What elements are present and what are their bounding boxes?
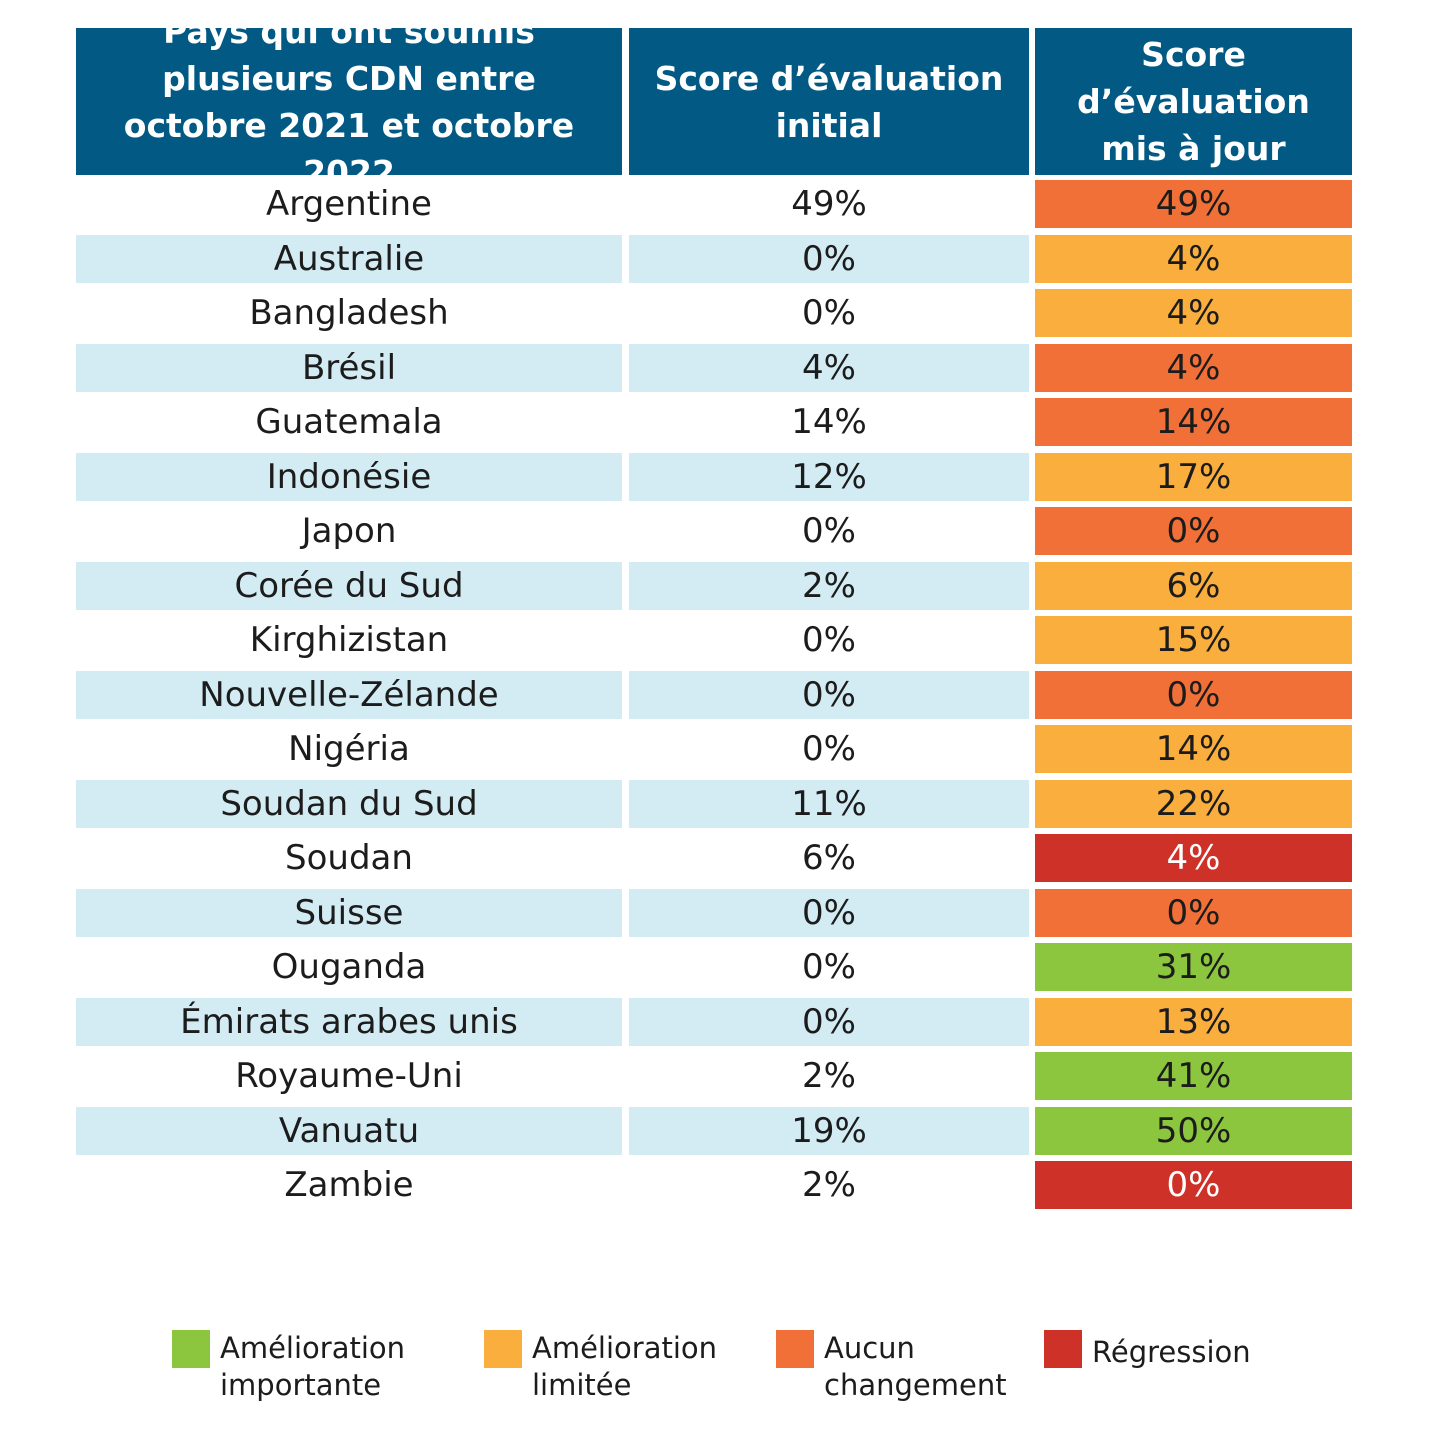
country-cell: Soudan [285, 838, 413, 878]
updated-score-cell: 17% [1035, 453, 1352, 501]
legend-label: Amélioration limitée [532, 1331, 718, 1402]
country-cell: Nigéria [288, 729, 410, 769]
initial-score-cell: 0% [802, 729, 856, 769]
updated-score-cell: 22% [1035, 780, 1352, 828]
updated-score-cell: 15% [1035, 616, 1352, 664]
table-row: Suisse 0% 0% [76, 889, 1352, 937]
table-row: Nigéria 0% 14% [76, 725, 1352, 773]
initial-score-cell: 49% [791, 184, 867, 224]
initial-score-cell: 0% [802, 947, 856, 987]
updated-score-cell: 14% [1035, 725, 1352, 773]
table-row: Ouganda 0% 31% [76, 943, 1352, 991]
country-cell: Corée du Sud [76, 562, 622, 610]
updated-score-cell: 0% [1035, 671, 1352, 719]
initial-score-cell: 0% [629, 889, 1029, 937]
country-cell: Nouvelle-Zélande [76, 671, 622, 719]
country-cell: Japon [301, 511, 397, 551]
country-cell: Zambie [284, 1165, 414, 1205]
country-cell: Kirghizistan [249, 620, 449, 660]
country-cell: Guatemala [255, 402, 443, 442]
updated-score-cell: 50% [1035, 1107, 1352, 1155]
updated-score-cell: 0% [1035, 507, 1352, 555]
table-row: Royaume-Uni 2% 41% [76, 1052, 1352, 1100]
table-row: Kirghizistan 0% 15% [76, 616, 1352, 664]
updated-score-cell: 14% [1035, 398, 1352, 446]
country-cell: Argentine [266, 184, 432, 224]
header-updated-label: Score d’évaluation mis à jour [1077, 35, 1310, 168]
initial-score-cell: 2% [802, 1056, 856, 1096]
header-country-label: Pays qui ont soumis plusieurs CDN entre … [123, 11, 575, 192]
country-cell: Suisse [76, 889, 622, 937]
initial-score-cell: 0% [802, 293, 856, 333]
table-row: Bangladesh 0% 4% [76, 289, 1352, 337]
country-cell: Vanuatu [76, 1107, 622, 1155]
updated-score-cell: 4% [1035, 289, 1352, 337]
country-cell: Bangladesh [249, 293, 449, 333]
legend: Amélioration importante Amélioration limi… [0, 1330, 1448, 1410]
updated-score-cell: 4% [1035, 834, 1352, 882]
score-table: Pays qui ont soumis plusieurs CDN entre … [76, 12, 1352, 1209]
table-row: Soudan du Sud 11% 22% [76, 780, 1352, 828]
table-row: Australie 0% 4% [76, 235, 1352, 283]
table-row: Vanuatu 19% 50% [76, 1107, 1352, 1155]
initial-score-cell: 12% [629, 453, 1029, 501]
legend-label: Régression [1092, 1335, 1251, 1369]
legend-label: Aucun changement [824, 1331, 1007, 1402]
table-row: Japon 0% 0% [76, 507, 1352, 555]
table-row: Corée du Sud 2% 6% [76, 562, 1352, 610]
country-cell: Brésil [76, 344, 622, 392]
legend-swatch [776, 1330, 814, 1368]
country-cell: Indonésie [76, 453, 622, 501]
table-row: Soudan 6% 4% [76, 834, 1352, 882]
initial-score-cell: 0% [629, 671, 1029, 719]
updated-score-cell: 13% [1035, 998, 1352, 1046]
table-header: Pays qui ont soumis plusieurs CDN entre … [76, 12, 1352, 192]
header-initial-score: Score d’évaluation initial [629, 28, 1029, 175]
updated-score-cell: 4% [1035, 344, 1352, 392]
legend-swatch [172, 1330, 210, 1368]
country-cell: Émirats arabes unis [76, 998, 622, 1046]
country-cell: Soudan du Sud [76, 780, 622, 828]
initial-score-cell: 2% [802, 1165, 856, 1205]
initial-score-cell: 11% [629, 780, 1029, 828]
header-updated-score: Score d’évaluation mis à jour [1035, 28, 1352, 175]
table-row: Guatemala 14% 14% [76, 398, 1352, 446]
table-row: Brésil 4% 4% [76, 344, 1352, 392]
legend-label: Amélioration importante [220, 1331, 406, 1402]
initial-score-cell: 0% [629, 998, 1029, 1046]
table-row: Argentine 49% 49% [76, 180, 1352, 228]
legend-swatch [484, 1330, 522, 1368]
initial-score-cell: 4% [629, 344, 1029, 392]
table-row: Zambie 2% 0% [76, 1161, 1352, 1209]
table-row: Émirats arabes unis 0% 13% [76, 998, 1352, 1046]
initial-score-cell: 2% [629, 562, 1029, 610]
updated-score-cell: 49% [1035, 180, 1352, 228]
initial-score-cell: 19% [629, 1107, 1029, 1155]
table-row: Nouvelle-Zélande 0% 0% [76, 671, 1352, 719]
legend-swatch [1044, 1330, 1082, 1368]
header-country: Pays qui ont soumis plusieurs CDN entre … [76, 12, 622, 192]
updated-score-cell: 4% [1035, 235, 1352, 283]
country-cell: Australie [76, 235, 622, 283]
updated-score-cell: 0% [1035, 889, 1352, 937]
initial-score-cell: 0% [629, 235, 1029, 283]
updated-score-cell: 41% [1035, 1052, 1352, 1100]
updated-score-cell: 6% [1035, 562, 1352, 610]
updated-score-cell: 31% [1035, 943, 1352, 991]
initial-score-cell: 6% [802, 838, 856, 878]
country-cell: Royaume-Uni [235, 1056, 463, 1096]
initial-score-cell: 0% [802, 511, 856, 551]
table-row: Indonésie 12% 17% [76, 453, 1352, 501]
initial-score-cell: 14% [791, 402, 867, 442]
country-cell: Ouganda [271, 947, 427, 987]
initial-score-cell: 0% [802, 620, 856, 660]
header-initial-label: Score d’évaluation initial [654, 58, 1004, 145]
updated-score-cell: 0% [1035, 1161, 1352, 1209]
